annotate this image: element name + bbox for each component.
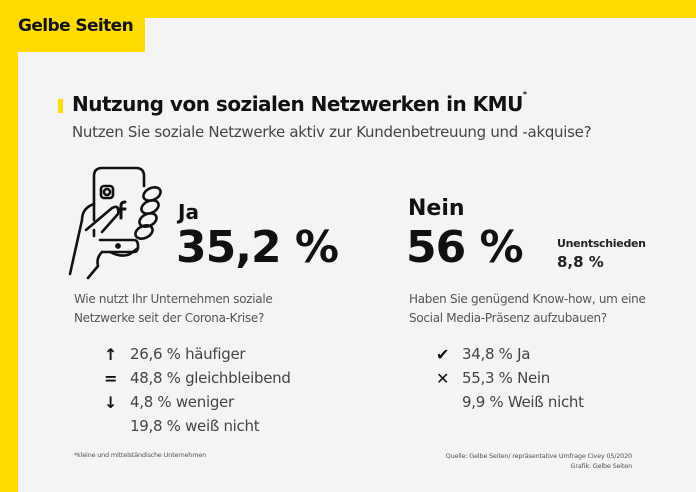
list-item: ✔ 34,8 % Ja [436,342,584,366]
source-text: Quelle: Gelbe Seiten/ repräsentative Umf… [445,452,633,460]
credit-text: Grafik: Gelbe Seiten [570,462,633,470]
arrow-down-icon: ↓ [104,392,118,412]
know-how-results: ✔ 34,8 % Ja ✕ 55,3 % Nein 9,9 % Weiß nic… [436,342,584,414]
title-footnote-marker: * [522,90,527,99]
equals-icon: = [104,368,118,388]
list-item: 19,8 % weiß nicht [104,414,291,438]
brand-logo: Gelbe Seiten [0,0,145,52]
arrow-up-icon: ↑ [104,344,118,364]
result-text: 55,3 % Nein [462,369,551,387]
corona-usage-question: Wie nutzt Ihr Unternehmen soziale Netzwe… [74,292,273,325]
yes-label: Ja [178,200,199,224]
result-text: 19,8 % weiß nicht [130,417,260,435]
undecided-label: Unentschieden [557,237,646,250]
corona-usage-results: ↑ 26,6 % häufiger = 48,8 % gleichbleiben… [104,342,291,438]
source-block: Quelle: Gelbe Seiten/ repräsentative Umf… [445,451,633,471]
result-text: 34,8 % Ja [462,345,531,363]
page-subtitle: Nutzen Sie soziale Netzwerke aktiv zur K… [72,123,592,141]
no-value: 56 % [406,222,524,273]
list-item: 9,9 % Weiß nicht [436,390,584,414]
cross-icon: ✕ [436,368,450,388]
list-item: ↑ 26,6 % häufiger [104,342,291,366]
undecided-value: 8,8 % [557,253,604,271]
smartphone-hand-social-icon [68,166,162,280]
checkmark-icon: ✔ [436,344,450,364]
logo-text: Gelbe Seiten [18,16,134,36]
result-text: 9,9 % Weiß nicht [462,393,584,411]
result-text: 4,8 % weniger [130,393,234,411]
title-text: Nutzung von sozialen Netzwerken in KMU [72,92,523,116]
left-accent-bar [0,0,18,492]
result-text: 26,6 % häufiger [130,345,246,363]
know-how-question: Haben Sie genügend Know-how, um eine Soc… [409,292,646,325]
list-item: ✕ 55,3 % Nein [436,366,584,390]
yes-value: 35,2 % [176,222,339,273]
list-item: ↓ 4,8 % weniger [104,390,291,414]
no-label: Nein [408,196,465,221]
footnote: *kleine und mittelständische Unternehmen [74,451,207,459]
top-accent-bar [0,0,696,18]
result-text: 48,8 % gleichbleibend [130,369,291,387]
list-item: = 48,8 % gleichbleibend [104,366,291,390]
title-accent-marker [58,99,63,113]
page-title: Nutzung von sozialen Netzwerken in KMU* [72,90,527,116]
